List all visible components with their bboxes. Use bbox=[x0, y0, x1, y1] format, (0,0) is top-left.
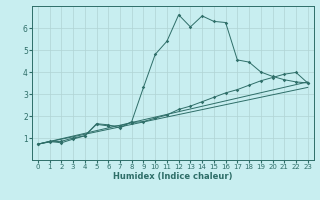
X-axis label: Humidex (Indice chaleur): Humidex (Indice chaleur) bbox=[113, 172, 233, 181]
